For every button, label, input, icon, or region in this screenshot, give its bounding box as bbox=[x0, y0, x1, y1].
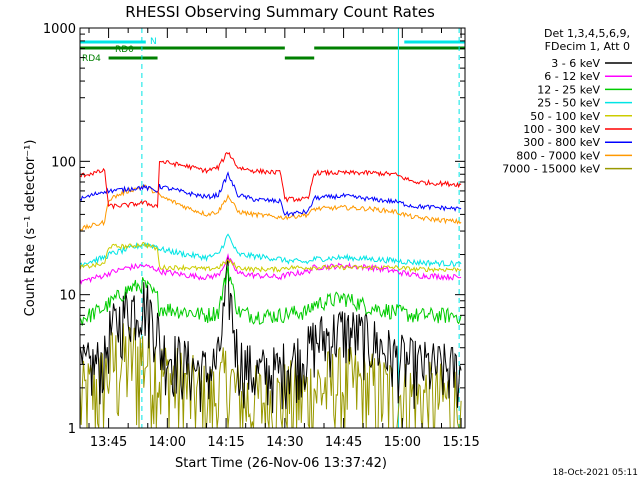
legend-entry-label: 300 - 800 keV bbox=[523, 136, 600, 149]
x-tick-label: 14:30 bbox=[266, 435, 303, 450]
legend-header-line-2: FDecim 1, Att 0 bbox=[545, 40, 630, 53]
legend-entry-label: 800 - 7000 keV bbox=[516, 149, 600, 162]
series-lines bbox=[79, 152, 462, 429]
x-tick-label: 14:00 bbox=[149, 435, 186, 450]
y-tick-label: 100 bbox=[51, 155, 76, 170]
series-line bbox=[79, 233, 462, 268]
series-line bbox=[79, 171, 462, 218]
x-tick-label: 15:00 bbox=[384, 435, 421, 450]
x-tick-label: 14:45 bbox=[325, 435, 362, 450]
legend-entry-label: 7000 - 15000 keV bbox=[502, 163, 600, 176]
legend-entry-label: 6 - 12 keV bbox=[544, 70, 600, 83]
legend-entry-label: 50 - 100 keV bbox=[530, 110, 600, 123]
legend-entry-label: 25 - 50 keV bbox=[537, 97, 600, 110]
x-tick-label: 14:15 bbox=[207, 435, 244, 450]
legend-entry-label: 12 - 25 keV bbox=[537, 83, 600, 96]
legend-header-line-1: Det 1,3,4,5,6,9, bbox=[544, 27, 630, 40]
flag-label: RD0 bbox=[115, 45, 134, 55]
x-tick-label: 15:15 bbox=[442, 435, 479, 450]
chart-title: RHESSI Observing Summary Count Rates bbox=[125, 3, 435, 21]
flag-bars: N RD0 RD4 bbox=[80, 37, 465, 64]
footer-timestamp: 18-Oct-2021 05:11 bbox=[553, 468, 638, 478]
y-axis-label: Count Rate (s⁻¹ detector⁻¹) bbox=[23, 140, 38, 317]
y-tick-label: 10 bbox=[59, 289, 76, 304]
chart-text: RHESSI Observing Summary Count Rates Sta… bbox=[23, 3, 638, 478]
x-axis-label: Start Time (26-Nov-06 13:37:42) bbox=[175, 456, 387, 471]
series-line bbox=[79, 265, 462, 326]
series-line bbox=[79, 253, 462, 285]
legend-entry-label: 100 - 300 keV bbox=[523, 123, 600, 136]
series-line bbox=[79, 241, 462, 274]
series-line bbox=[79, 184, 462, 232]
axes: 1 10 100 1000 13:45 14:00 14:15 14:30 14:45 15:00… bbox=[43, 22, 480, 450]
flag-label: RD4 bbox=[82, 54, 101, 64]
flag-label: N bbox=[150, 37, 157, 47]
series-line bbox=[79, 255, 462, 414]
series-line bbox=[79, 323, 462, 429]
plot-frame bbox=[79, 27, 466, 429]
legend-entry-label: 3 - 6 keV bbox=[551, 57, 600, 70]
series-line bbox=[79, 152, 462, 210]
x-tick-label: 13:45 bbox=[90, 435, 127, 450]
y-tick-label: 1000 bbox=[43, 22, 76, 37]
y-tick-label: 1 bbox=[68, 422, 76, 437]
